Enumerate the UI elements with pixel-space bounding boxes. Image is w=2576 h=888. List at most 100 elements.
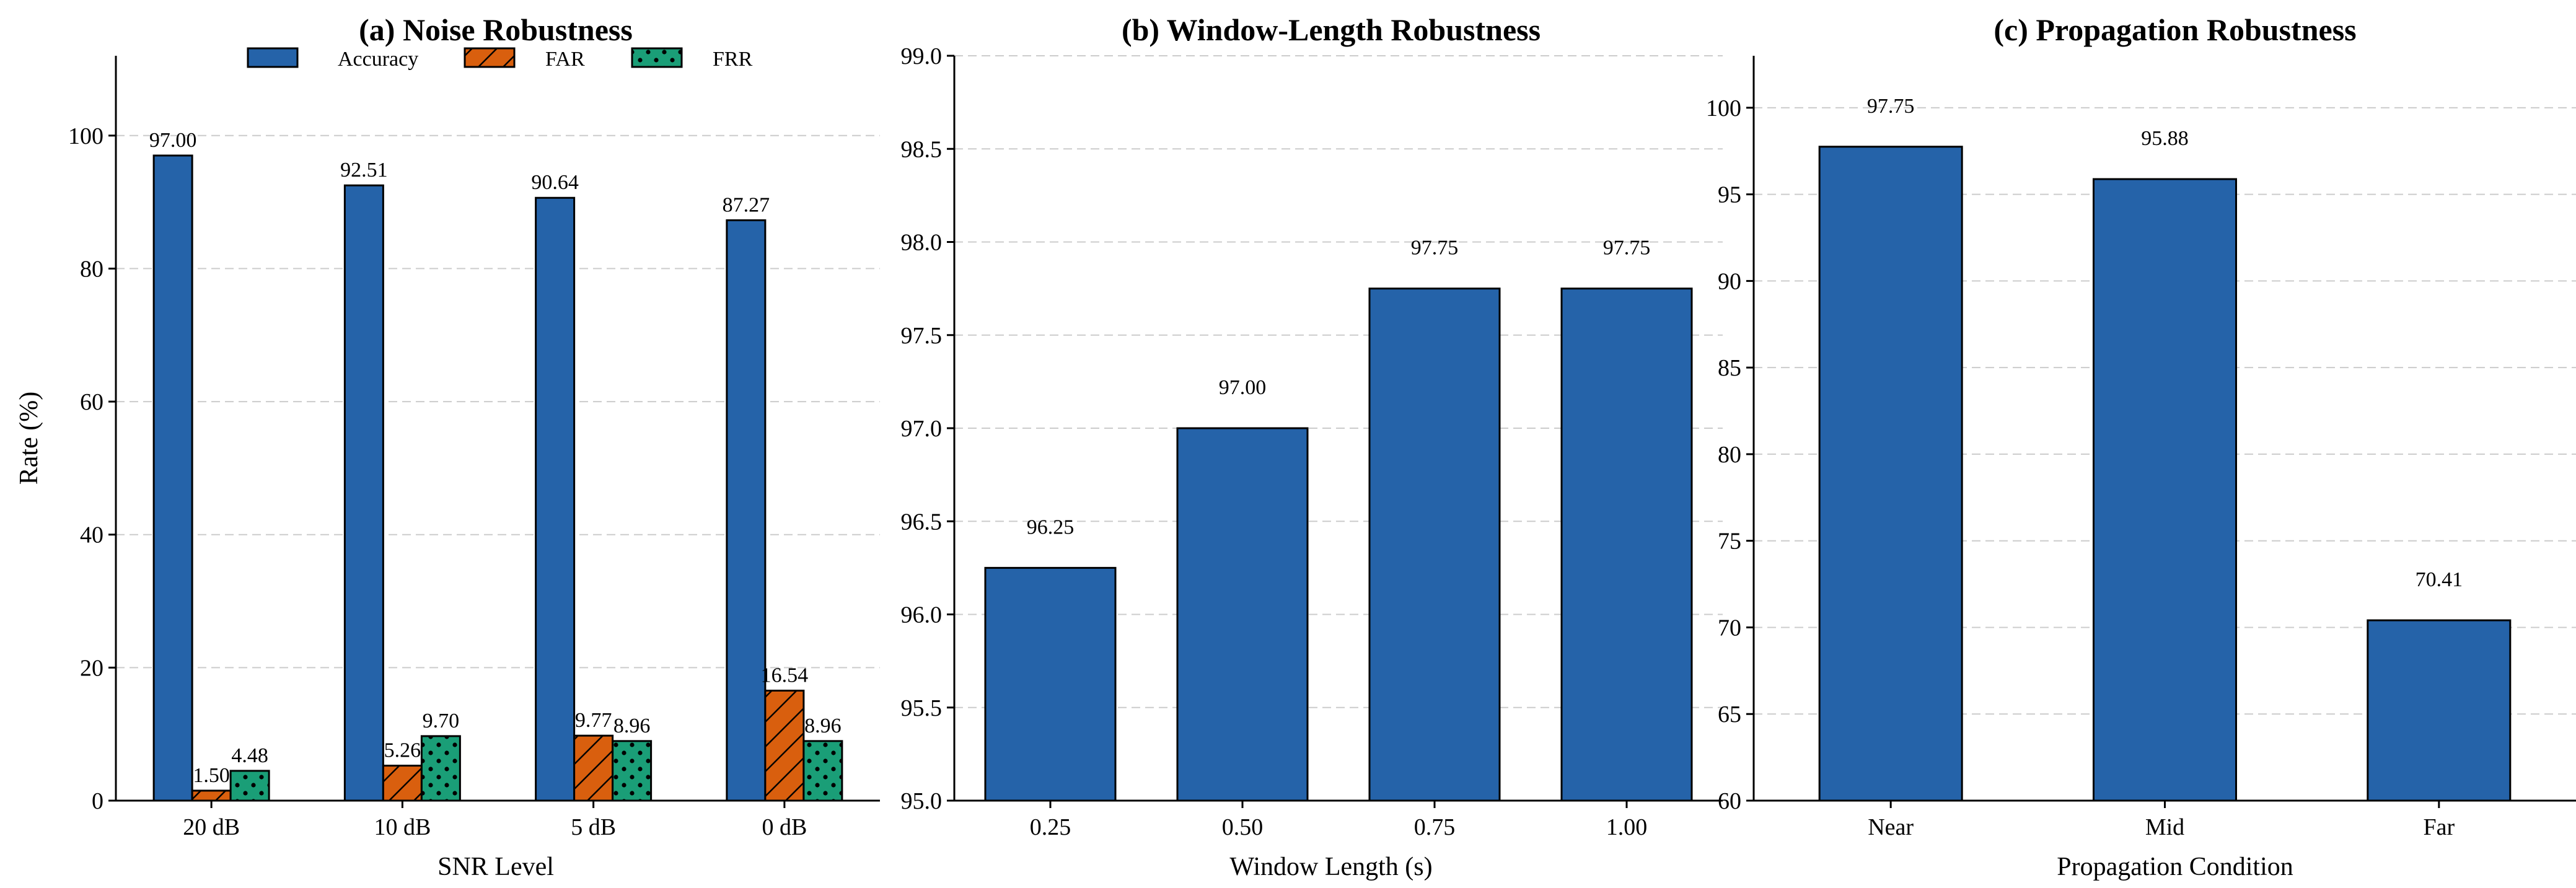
data-label-far: 16.54 xyxy=(761,664,809,687)
x-tick-label-a: 20 dB xyxy=(183,814,240,840)
y-tick-label-b: 96.0 xyxy=(901,602,943,628)
chart-title-a: (a) Noise Robustness xyxy=(359,12,633,47)
data-label-accuracy: 97.00 xyxy=(149,129,197,152)
x-ticks-b: 0.25 0.50 0.75 1.00 xyxy=(1030,801,1648,840)
data-labels-a: 97.00 92.51 90.64 87.27 1.50 5.26 9.77 16.54 4.4… xyxy=(149,129,842,787)
data-label-frr: 8.96 xyxy=(804,714,842,737)
bar-accuracy xyxy=(152,154,193,802)
data-label-accuracy: 90.64 xyxy=(531,171,579,194)
legend-label-far: FAR xyxy=(545,48,585,71)
bar-b xyxy=(984,566,1117,802)
chart-title-c: (c) Propagation Robustness xyxy=(1994,12,2356,47)
x-tick-label-c: Near xyxy=(1868,814,1914,840)
bar-b xyxy=(1176,427,1309,802)
x-axis-label-a: SNR Level xyxy=(437,853,554,881)
y-tick-label-a: 0 xyxy=(92,788,103,814)
data-label-b: 97.00 xyxy=(1219,376,1267,399)
data-label-c: 97.75 xyxy=(1867,95,1915,118)
data-label-far: 9.77 xyxy=(575,709,612,732)
bar-frr xyxy=(229,770,270,802)
x-tick-label-b: 1.00 xyxy=(1606,814,1648,840)
bars-a xyxy=(152,154,843,802)
y-tick-label-a: 40 xyxy=(80,522,103,548)
x-tick-label-b: 0.25 xyxy=(1030,814,1071,840)
y-tick-label-b: 98.5 xyxy=(901,136,943,162)
y-tick-label-c: 85 xyxy=(1718,355,1741,381)
x-tick-label-a: 0 dB xyxy=(762,814,807,840)
x-tick-label-a: 5 dB xyxy=(571,814,616,840)
legend-label-frr: FRR xyxy=(713,48,753,71)
x-tick-label-b: 0.75 xyxy=(1414,814,1456,840)
data-label-c: 70.41 xyxy=(2416,568,2463,591)
x-ticks-c: Near Mid Far xyxy=(1868,801,2455,840)
bars-b xyxy=(984,288,1693,802)
y-tick-label-a: 20 xyxy=(80,655,103,681)
legend-swatch-accuracy xyxy=(247,47,299,68)
bar-accuracy xyxy=(535,196,576,802)
y-tick-label-b: 99.0 xyxy=(901,43,943,69)
y-tick-label-c: 100 xyxy=(1706,95,1741,121)
bar-c xyxy=(2093,178,2237,802)
x-axis-label-c: Propagation Condition xyxy=(2057,853,2293,881)
y-ticks-b: 95.0 95.5 96.0 96.5 97.0 97.5 98.0 98.5 99.0 xyxy=(901,43,954,814)
y-tick-label-b: 97.5 xyxy=(901,323,943,349)
y-tick-label-c: 70 xyxy=(1718,615,1741,641)
chart-title-b: (b) Window-Length Robustness xyxy=(1122,12,1541,47)
bar-c xyxy=(2367,619,2512,802)
panel-propagation-robustness: 97.75 95.88 70.41 60 65 70 75 80 85 90 95 100 Near… xyxy=(1706,12,2576,881)
data-label-far: 5.26 xyxy=(384,739,421,762)
data-labels-c: 97.75 95.88 70.41 xyxy=(1867,95,2463,591)
bar-frr xyxy=(612,740,653,802)
panel-window-length-robustness: 96.25 97.00 97.75 97.75 95.0 95.5 96.0 96.5 97.… xyxy=(901,12,1723,881)
data-label-accuracy: 87.27 xyxy=(723,193,770,216)
data-label-frr: 9.70 xyxy=(423,710,460,732)
x-tick-label-b: 0.50 xyxy=(1222,814,1264,840)
panel-noise-robustness: 97.00 92.51 90.64 87.27 1.50 5.26 9.77 16.54 4.4… xyxy=(15,12,880,881)
legend-swatch-far xyxy=(464,47,516,68)
bars-c xyxy=(1818,146,2512,802)
x-tick-label-c: Far xyxy=(2424,814,2455,840)
y-tick-label-a: 60 xyxy=(80,389,103,415)
bar-accuracy xyxy=(343,184,384,802)
bar-frr xyxy=(420,735,461,802)
data-label-accuracy: 92.51 xyxy=(340,159,388,182)
y-tick-label-c: 95 xyxy=(1718,182,1741,208)
y-tick-label-b: 97.0 xyxy=(901,416,943,442)
data-labels-b: 96.25 97.00 97.75 97.75 xyxy=(1027,237,1651,539)
bar-accuracy xyxy=(726,219,767,802)
y-tick-label-b: 96.5 xyxy=(901,509,943,535)
y-tick-label-c: 65 xyxy=(1718,701,1741,728)
data-label-far: 1.50 xyxy=(193,764,230,787)
y-tick-label-b: 98.0 xyxy=(901,230,943,256)
y-ticks-c: 60 65 70 75 80 85 90 95 100 xyxy=(1706,95,1754,814)
y-tick-label-a: 80 xyxy=(80,256,103,282)
bar-far xyxy=(573,734,614,802)
x-tick-label-a: 10 dB xyxy=(374,814,431,840)
bar-b xyxy=(1560,288,1693,802)
x-axis-label-b: Window Length (s) xyxy=(1229,853,1432,881)
y-tick-label-c: 60 xyxy=(1718,788,1741,814)
y-tick-label-b: 95.0 xyxy=(901,788,943,814)
bar-frr xyxy=(802,740,843,802)
data-label-frr: 4.48 xyxy=(231,744,268,767)
y-tick-label-c: 75 xyxy=(1718,529,1741,555)
bar-far xyxy=(764,689,805,802)
data-label-b: 96.25 xyxy=(1027,516,1075,539)
bar-c xyxy=(1818,146,1963,802)
y-axis-label-a: Rate (%) xyxy=(15,392,43,485)
y-tick-label-a: 100 xyxy=(68,123,103,149)
y-tick-label-b: 95.5 xyxy=(901,695,943,721)
data-label-c: 95.88 xyxy=(2141,127,2189,150)
data-label-frr: 8.96 xyxy=(613,714,651,737)
y-tick-label-c: 90 xyxy=(1718,268,1741,294)
data-label-b: 97.75 xyxy=(1411,237,1459,260)
bar-far xyxy=(191,789,232,802)
legend-swatch-frr xyxy=(631,47,683,68)
bar-b xyxy=(1368,288,1501,802)
y-ticks-a: 0 20 40 60 80 100 xyxy=(68,123,116,814)
x-ticks-a: 20 dB 10 dB 5 dB 0 dB xyxy=(183,801,807,840)
spines-a xyxy=(115,56,880,802)
y-tick-label-c: 80 xyxy=(1718,442,1741,468)
legend-label-accuracy: Accuracy xyxy=(338,48,418,71)
